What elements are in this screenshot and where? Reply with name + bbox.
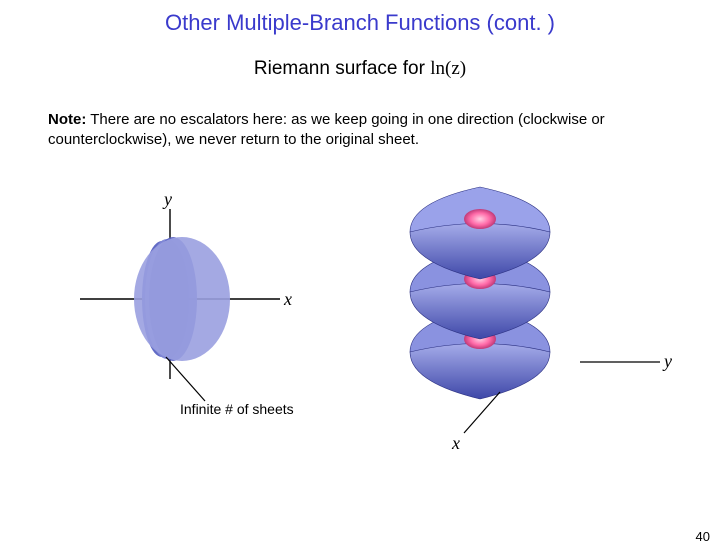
- page-title: Other Multiple-Branch Functions (cont. ): [0, 10, 720, 36]
- title-text: Other Multiple-Branch Functions (cont. ): [165, 10, 555, 35]
- diagram-3d: y x: [370, 167, 680, 462]
- diagram-2d-svg: x y: [70, 189, 300, 419]
- diagram-3d-svg: y x: [370, 167, 680, 457]
- y-axis-label-3d: y: [662, 351, 672, 371]
- note-paragraph: Note: There are no escalators here: as w…: [48, 110, 672, 151]
- note-body: There are no escalators here: as we keep…: [48, 111, 605, 148]
- diagrams-container: x y Infinite # of sheets: [0, 179, 720, 459]
- x-axis-label-2d: x: [283, 289, 292, 309]
- page-number: 40: [696, 529, 710, 544]
- y-axis-label-2d: y: [162, 189, 172, 209]
- subtitle-fn: ln(z): [430, 58, 466, 79]
- subtitle-prefix: Riemann surface for: [254, 58, 430, 79]
- note-bold: Note:: [48, 111, 86, 128]
- diagram-2d: x y Infinite # of sheets: [70, 189, 300, 424]
- x-axis-label-3d: x: [451, 433, 460, 453]
- sheets-caption: Infinite # of sheets: [180, 401, 294, 417]
- core-1: [464, 209, 496, 229]
- pointer-line: [166, 357, 205, 401]
- sheet-front: [134, 237, 230, 361]
- subtitle: Riemann surface for ln(z): [0, 58, 720, 80]
